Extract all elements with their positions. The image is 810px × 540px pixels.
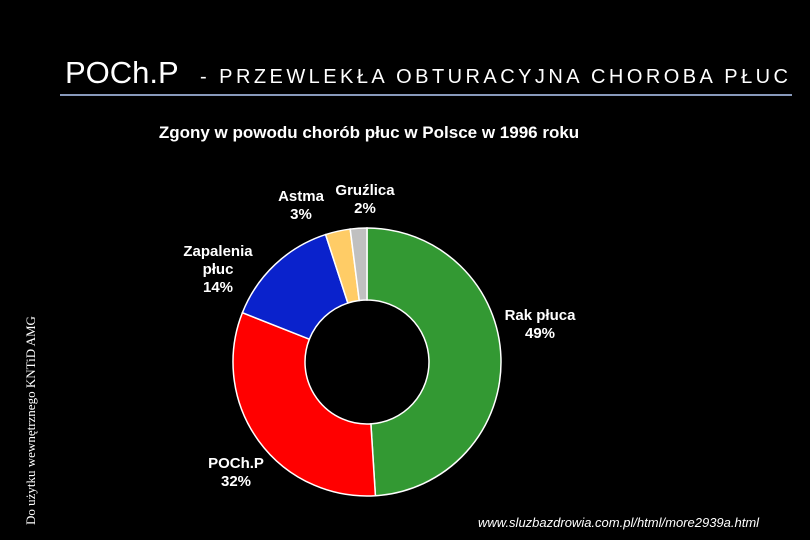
category-label: POCh.P (208, 455, 264, 472)
segment-label: Gruźlica 2% (320, 182, 410, 218)
side-note: Do użytku wewnętrznego KNTiD AMG (23, 316, 38, 525)
title-rest: - PRZEWLEKŁA OBTURACYJNA CHOROBA PŁUC (200, 66, 788, 88)
value-label: 14% (202, 279, 234, 296)
category-label: Zapalenia płuc (183, 243, 253, 278)
value-label: 2% (354, 200, 376, 217)
segment-label: POCh.P 32% (191, 455, 281, 491)
value-label: 3% (290, 206, 312, 223)
value-label: 32% (220, 473, 252, 490)
value-label: 49% (524, 325, 556, 342)
chart-title: Zgony w powodu chorób płuc w Polsce w 19… (159, 123, 579, 142)
donut-segment (349, 227, 368, 302)
donut-segment (232, 311, 377, 497)
segment-label: Zapalenia płuc 14% (173, 243, 263, 297)
category-label: Rak płuca (504, 307, 576, 324)
segment-label: Astma 3% (256, 188, 346, 224)
donut-segment (366, 227, 502, 497)
category-label: Astma (278, 188, 324, 205)
segment-label: Rak płuca 49% (495, 307, 585, 343)
source: www.sluzbazdrowia.com.pl/html/more2939a.… (478, 515, 760, 530)
title-main: POCh.P (65, 55, 179, 90)
donut (232, 227, 502, 497)
category-label: Gruźlica (335, 182, 395, 199)
